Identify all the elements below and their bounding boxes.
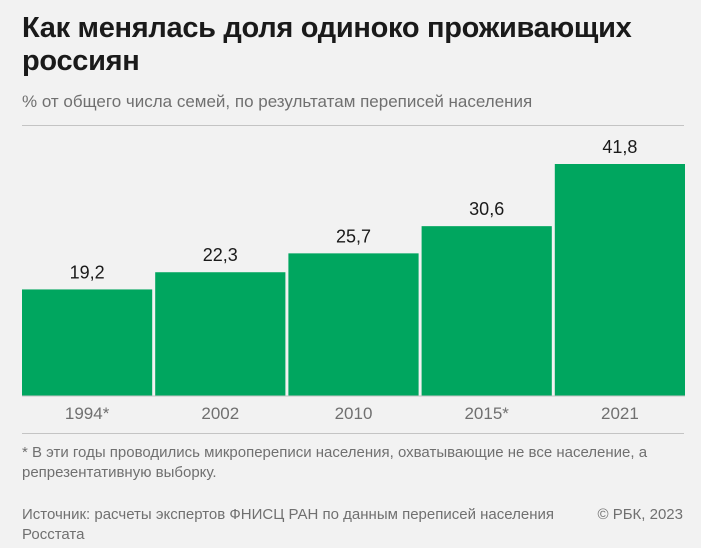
bar-2 — [288, 253, 419, 396]
data-label-3: 30,6 — [469, 199, 504, 219]
x-tick-label-0: 1994* — [65, 404, 110, 423]
source-note: Источник: расчеты экспертов ФНИСЦ РАН по… — [22, 506, 554, 543]
bottom-divider — [22, 433, 684, 434]
bar-3 — [421, 226, 552, 396]
x-tick-label-3: 2015* — [464, 404, 509, 423]
x-tick-label-4: 2021 — [601, 404, 639, 423]
data-label-4: 41,8 — [602, 137, 637, 157]
footnote: * В эти годы проводились микропереписи н… — [22, 444, 648, 481]
top-divider — [22, 125, 684, 126]
bar-1 — [155, 272, 286, 396]
bar-chart: 19,2 1994* 22,3 2002 25,7 2010 30,6 2015* 41,8 20… — [22, 137, 685, 423]
copyright: © РБК, 2023 — [597, 506, 683, 523]
x-tick-label-1: 2002 — [201, 404, 239, 423]
x-tick-label-2: 2010 — [335, 404, 373, 423]
chart-subtitle: % от общего числа семей, по результатам … — [22, 92, 533, 111]
data-label-1: 22,3 — [203, 245, 238, 265]
data-label-0: 19,2 — [70, 262, 105, 282]
bar-0 — [22, 289, 153, 396]
bar-4 — [554, 164, 685, 396]
chart-title: Как менялась доля одиноко проживающих ро… — [22, 12, 632, 77]
data-label-2: 25,7 — [336, 226, 371, 246]
